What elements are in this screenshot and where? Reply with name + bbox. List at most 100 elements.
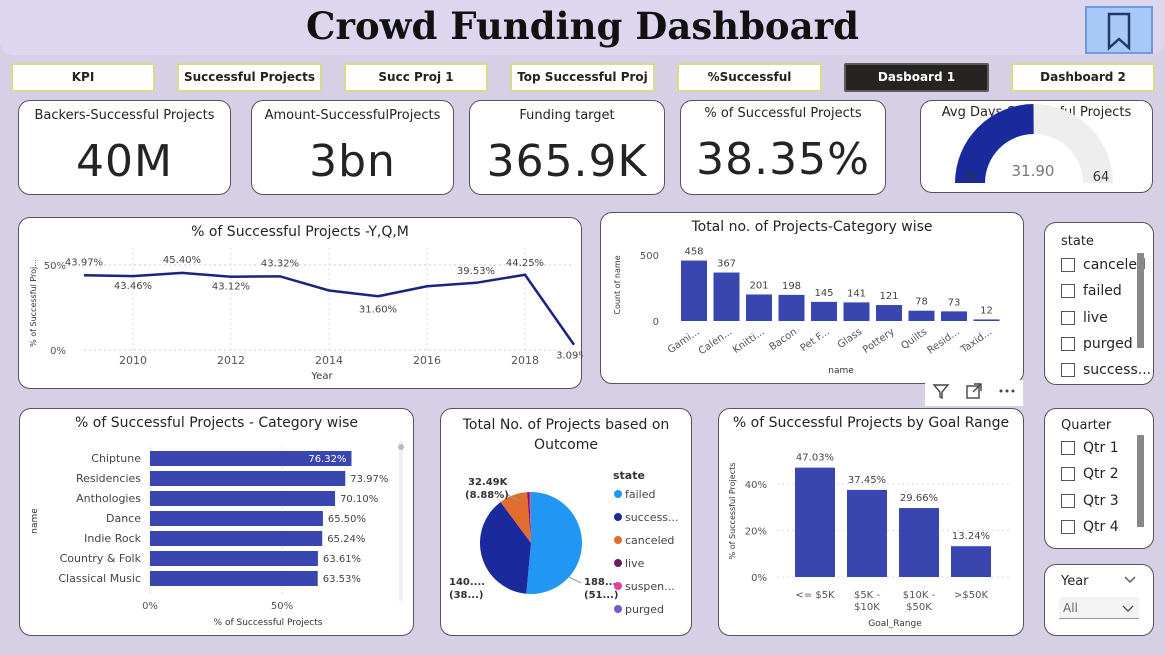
- bar: [746, 294, 772, 321]
- kpi-card-backers: Backers-Successful Projects 40M: [18, 100, 231, 195]
- bookmark-button[interactable]: [1085, 6, 1153, 54]
- nav-top-successful-proj-button[interactable]: Top Successful Proj: [510, 63, 655, 92]
- bar: [150, 491, 336, 506]
- x-axis-title: name: [828, 366, 854, 376]
- bar: [778, 294, 805, 321]
- x-tick-label: Bacon: [768, 326, 800, 353]
- more-options-icon[interactable]: [997, 381, 1017, 405]
- checkbox[interactable]: [1061, 467, 1075, 481]
- checkbox[interactable]: [1061, 494, 1075, 508]
- data-label: 70.10%: [340, 494, 378, 505]
- x-tick-label: Knitti...: [731, 326, 767, 356]
- data-label: 63.61%: [323, 554, 361, 565]
- x-tick-label: Gami...: [666, 326, 702, 356]
- state-option-label: purged: [1083, 336, 1133, 352]
- nav-percent-successful-button[interactable]: %Successful: [677, 63, 822, 92]
- filter-icon[interactable]: [931, 381, 951, 405]
- data-label: 198: [782, 281, 801, 292]
- nav-dashboard-2-button[interactable]: Dashboard 2: [1011, 63, 1155, 92]
- hbar-chart-title: % of Successful Projects - Category wise: [75, 415, 358, 431]
- quarter-option[interactable]: Qtr 1: [1061, 440, 1119, 456]
- data-label: 43.12%: [212, 282, 250, 293]
- chevron-down-icon[interactable]: [1123, 575, 1137, 585]
- data-label: 367: [717, 259, 736, 270]
- data-label: 73.97%: [350, 474, 388, 485]
- quarter-option-label: Qtr 4: [1083, 519, 1119, 535]
- data-label: 43.97%: [65, 257, 103, 268]
- state-option-label: live: [1083, 310, 1108, 326]
- y-tick-label: 0%: [751, 573, 767, 584]
- data-label: 141: [847, 288, 866, 299]
- data-label: 78: [915, 297, 928, 308]
- checkbox[interactable]: [1061, 520, 1075, 534]
- x-tick-label: 2010: [119, 354, 147, 367]
- checkbox[interactable]: [1061, 441, 1075, 455]
- bar: [899, 508, 939, 577]
- data-label: (51...): [584, 590, 618, 601]
- data-label: 73: [948, 297, 961, 308]
- quarter-option[interactable]: Qtr 4: [1061, 519, 1119, 535]
- kpi-value: 38.35%: [696, 134, 870, 185]
- state-option-label: canceled: [1083, 257, 1146, 273]
- data-label: 458: [684, 247, 703, 258]
- nav-dasboard-1-button[interactable]: Dasboard 1: [844, 63, 989, 92]
- data-label: 188....: [584, 577, 620, 588]
- bar: [876, 305, 902, 321]
- kpi-label: Funding target: [519, 108, 615, 123]
- state-option[interactable]: success...: [1061, 362, 1151, 378]
- pie-slice: [526, 492, 582, 594]
- y-tick-label: 20%: [745, 527, 767, 538]
- checkbox[interactable]: [1061, 363, 1075, 377]
- x-tick-label: Pottery: [861, 326, 897, 356]
- quarter-slicer-scrollbar[interactable]: [1137, 435, 1144, 527]
- state-slicer-scrollbar[interactable]: [1137, 253, 1144, 348]
- bar: [847, 489, 887, 577]
- bar: [973, 319, 1000, 321]
- quarter-slicer: Quarter Qtr 1 Qtr 2 Qtr 3 Qtr 4: [1044, 408, 1154, 549]
- checkbox[interactable]: [1061, 258, 1075, 272]
- data-label: 47.03%: [796, 453, 834, 464]
- x-tick-label: $10K -: [903, 590, 936, 601]
- checkbox[interactable]: [1061, 284, 1075, 298]
- pie-chart-title: Total No. of Projects based on Outcome: [462, 417, 670, 453]
- pie-chart-card: Total No. of Projects based on Outcome 3…: [440, 408, 692, 636]
- quarter-option-label: Qtr 3: [1083, 493, 1119, 509]
- checkbox[interactable]: [1061, 337, 1075, 351]
- visual-toolbar: [925, 380, 1023, 406]
- x-tick-label: Taxid...: [958, 326, 994, 356]
- x-tick-label: Resid...: [925, 326, 961, 356]
- x-tick-label: $10K: [854, 602, 880, 613]
- kpi-label: % of Successful Projects: [704, 106, 862, 121]
- nav-successful-projects-button[interactable]: Successful Projects: [177, 63, 322, 92]
- y-tick-label: 0: [653, 317, 659, 328]
- nav-succ-proj-1-button[interactable]: Succ Proj 1: [344, 63, 488, 92]
- category-bar-chart: 0 500 Count of name name 458 Gami... 367 Calen.…: [613, 247, 1000, 376]
- data-label: (38...): [449, 590, 483, 601]
- gauge-max: 64: [1093, 170, 1110, 185]
- x-axis-title: Goal_Range: [868, 619, 922, 629]
- bar: [811, 301, 837, 321]
- state-option[interactable]: live: [1061, 310, 1108, 326]
- quarter-option[interactable]: Qtr 3: [1061, 493, 1119, 509]
- x-tick-label: 2014: [315, 354, 343, 367]
- data-label: 37.45%: [848, 475, 886, 486]
- x-tick-label: $5K -: [854, 590, 880, 601]
- focus-mode-icon[interactable]: [964, 381, 984, 405]
- year-slicer-title: Year: [1061, 574, 1089, 589]
- nav-kpi-button[interactable]: KPI: [11, 63, 155, 92]
- state-option[interactable]: failed: [1061, 283, 1122, 299]
- year-dropdown[interactable]: All: [1059, 597, 1139, 619]
- checkbox[interactable]: [1061, 311, 1075, 325]
- quarter-option[interactable]: Qtr 2: [1061, 466, 1119, 482]
- y-tick-label: 0%: [50, 346, 66, 357]
- state-option[interactable]: canceled: [1061, 257, 1146, 273]
- legend-label: suspen...: [625, 580, 675, 593]
- pie-slice: [480, 502, 531, 594]
- bar: [150, 551, 318, 566]
- goal-range-chart-title: % of Successful Projects by Goal Range: [732, 415, 1010, 431]
- y-tick-label: 500: [640, 251, 659, 262]
- state-option[interactable]: purged: [1061, 336, 1133, 352]
- pie-chart: 32.49K (8.88%) 140.... (38...) 188.... (51...…: [449, 469, 679, 616]
- kpi-value: 40M: [76, 136, 173, 187]
- y-tick-label: Country & Folk: [60, 552, 142, 565]
